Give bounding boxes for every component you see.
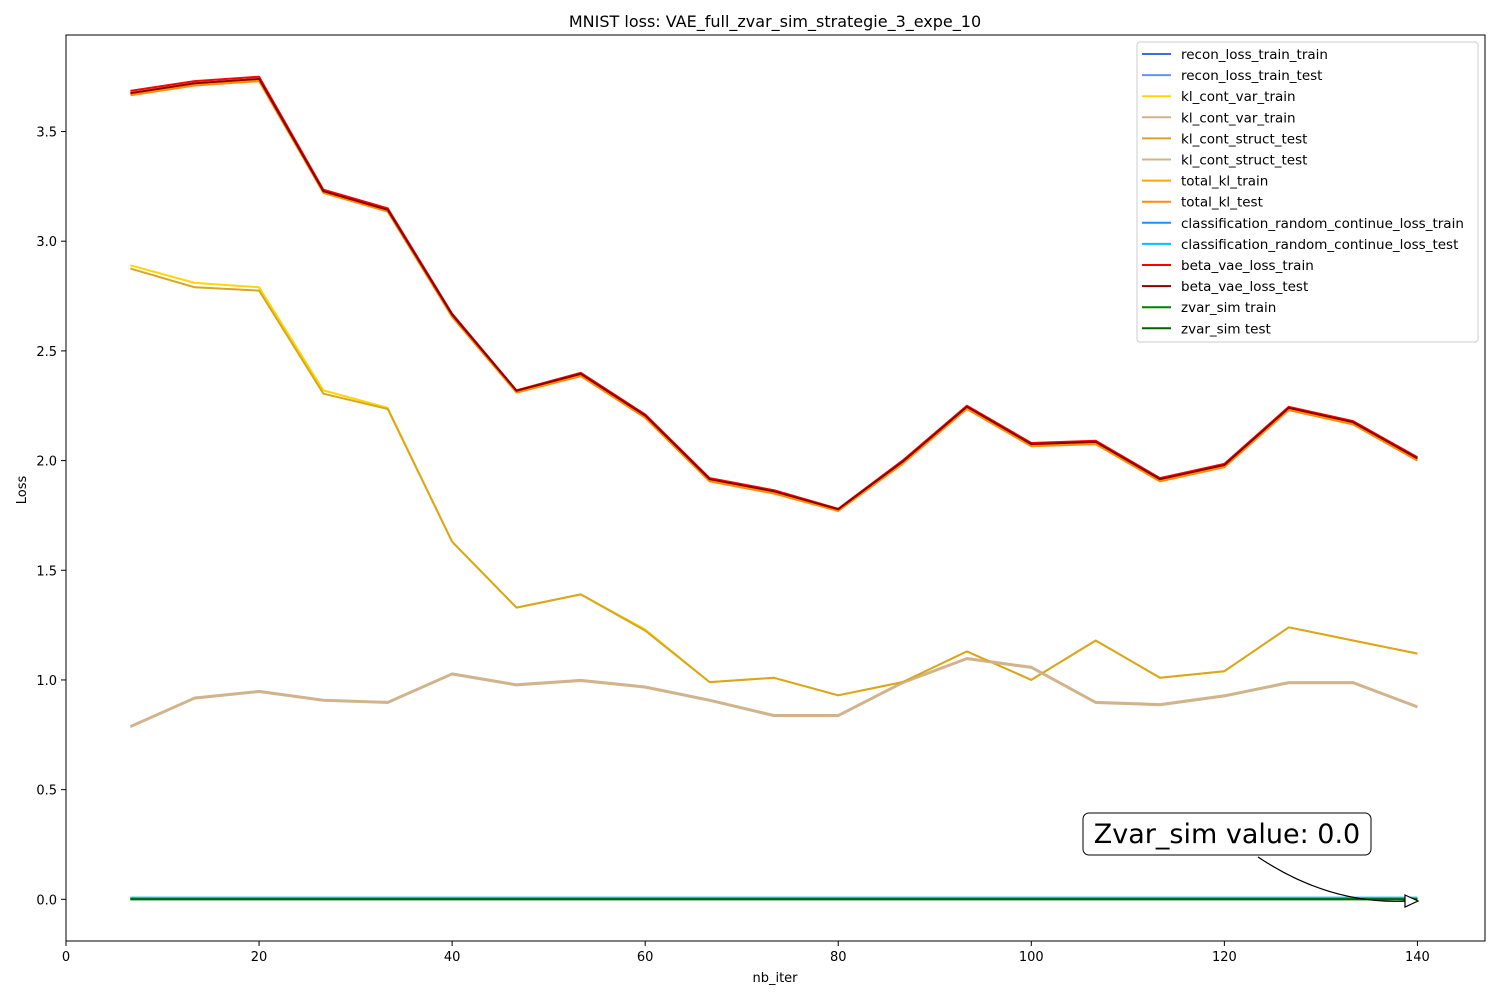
legend-label-0: recon_loss_train_train xyxy=(1181,47,1328,63)
legend-label-13: zvar_sim test xyxy=(1181,321,1271,337)
legend-label-9: classification_random_continue_loss_test xyxy=(1181,237,1458,253)
series-line-11 xyxy=(130,77,1418,511)
chart-title: MNIST loss: VAE_full_zvar_sim_strategie_… xyxy=(569,12,981,32)
x-tick-label-1: 20 xyxy=(251,950,268,965)
y-tick-label-2: 1.0 xyxy=(36,674,57,689)
y-tick-label-3: 1.5 xyxy=(36,564,57,579)
annotation-arrowhead xyxy=(1404,894,1420,908)
legend-label-11: beta_vae_loss_test xyxy=(1181,279,1308,295)
y-tick-label-4: 2.0 xyxy=(36,455,57,470)
legend-label-1: recon_loss_train_test xyxy=(1181,68,1322,84)
series-line-10 xyxy=(130,75,1418,510)
legend-label-5: kl_cont_struct_test xyxy=(1181,153,1307,169)
x-tick-label-3: 60 xyxy=(637,950,654,965)
y-tick-label-7: 3.5 xyxy=(36,126,57,141)
series-line-7 xyxy=(130,80,1418,512)
y-axis-label: Loss xyxy=(15,476,30,505)
y-tick-label-0: 0.0 xyxy=(36,893,57,908)
annotation: Zvar_sim value: 0.0 xyxy=(1082,812,1420,908)
x-tick-label-4: 80 xyxy=(830,950,847,965)
y-tick-label-5: 2.5 xyxy=(36,345,57,360)
x-tick-label-0: 0 xyxy=(62,950,70,965)
series-layer xyxy=(129,75,1418,901)
legend-label-10: beta_vae_loss_train xyxy=(1181,258,1314,274)
legend-label-12: zvar_sim train xyxy=(1181,300,1276,316)
annotation-arrow xyxy=(1257,856,1408,902)
legend-label-3: kl_cont_var_train xyxy=(1181,110,1296,126)
x-tick-label-7: 140 xyxy=(1405,950,1430,965)
legend-label-8: classification_random_continue_loss_trai… xyxy=(1181,216,1464,232)
y-axis: 0.0 0.5 1.0 1.5 2.0 2.5 3.0 3.5 xyxy=(36,126,66,908)
plot-frame xyxy=(65,34,1486,942)
legend-frame xyxy=(1136,41,1479,343)
legend-label-2: kl_cont_var_train xyxy=(1181,89,1296,105)
y-tick-label-1: 0.5 xyxy=(36,784,57,799)
annotation-box xyxy=(1082,812,1372,856)
series-line-4 xyxy=(130,267,1418,697)
legend-label-6: total_kl_train xyxy=(1181,174,1268,190)
x-axis-label: nb_iter xyxy=(752,971,798,986)
x-tick-label-6: 120 xyxy=(1212,950,1237,965)
legend-label-4: kl_cont_struct_test xyxy=(1181,131,1307,147)
x-tick-label-5: 100 xyxy=(1019,950,1044,965)
annotation-text: Zvar_sim value: 0.0 xyxy=(1094,819,1360,850)
y-tick-label-6: 3.0 xyxy=(36,235,57,250)
x-tick-label-2: 40 xyxy=(444,950,461,965)
legend: recon_loss_train_train recon_loss_train_t… xyxy=(1136,41,1479,343)
series-line-3 xyxy=(129,657,1418,727)
x-axis: 0 20 40 60 80 100 120 140 xyxy=(62,941,1430,965)
series-line-5 xyxy=(129,658,1418,729)
legend-label-7: total_kl_test xyxy=(1181,195,1263,211)
